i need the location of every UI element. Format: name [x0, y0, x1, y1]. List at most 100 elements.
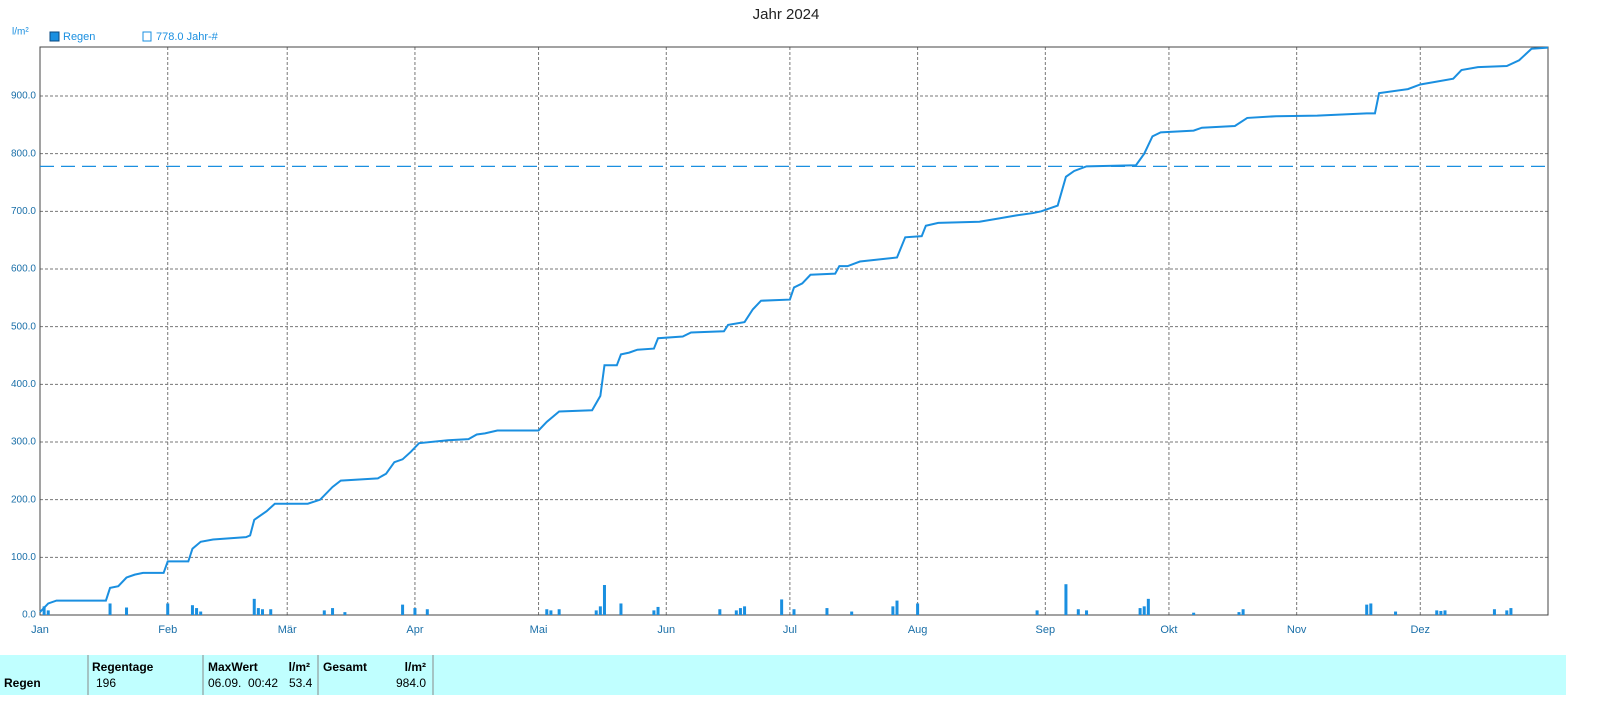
y-tick-label: 100.0	[11, 552, 36, 563]
daily-bar	[1509, 608, 1513, 615]
daily-bar	[1505, 610, 1509, 615]
daily-bar	[1365, 604, 1369, 615]
y-tick-label: 800.0	[11, 148, 36, 159]
daily-bar	[401, 604, 405, 615]
daily-bar	[256, 608, 260, 615]
daily-bar	[322, 610, 326, 615]
daily-bar	[545, 609, 549, 615]
cumulative-line	[39, 46, 1549, 613]
col-header: MaxWert	[208, 660, 258, 674]
daily-bar	[108, 603, 112, 615]
daily-bar	[1146, 598, 1150, 615]
y-tick-label: 600.0	[11, 264, 36, 275]
legend-entry: Regen	[63, 31, 95, 43]
col-unit: l/m²	[405, 660, 426, 674]
daily-bar	[1435, 610, 1439, 615]
daily-bar	[252, 598, 256, 615]
x-tick-label: Apr	[406, 624, 423, 636]
daily-bar	[825, 608, 829, 615]
daily-bar	[619, 603, 623, 615]
daily-bar	[199, 611, 203, 615]
y-tick-label: 0.0	[22, 610, 36, 621]
daily-bar	[916, 603, 920, 615]
x-tick-label: Mär	[278, 624, 297, 636]
x-tick-label: Aug	[908, 624, 928, 636]
daily-bar	[549, 610, 553, 615]
col-unit: l/m²	[289, 660, 310, 674]
legend-swatch	[142, 31, 152, 42]
col-header: Regentage	[92, 660, 154, 674]
x-tick-label: Jun	[657, 624, 675, 636]
daily-bar	[1192, 612, 1196, 615]
cell: 53.4	[289, 676, 313, 690]
daily-bar	[1064, 584, 1068, 615]
x-tick-label: Okt	[1160, 624, 1177, 636]
plot-area	[40, 47, 1548, 615]
daily-bar	[656, 606, 660, 615]
legend-swatch	[49, 31, 60, 42]
daily-bar	[343, 612, 347, 615]
daily-bar	[260, 609, 264, 615]
daily-bar	[1085, 610, 1089, 615]
daily-bar	[331, 608, 335, 615]
cell: 06.09. 00:42	[208, 676, 278, 690]
table: Regen Regentage 196 MaxWert l/m² 06.09. …	[4, 655, 434, 695]
daily-bar	[652, 610, 656, 615]
daily-bar	[269, 609, 273, 615]
cell: 984.0	[396, 676, 426, 690]
y-tick-label: 300.0	[11, 437, 36, 448]
cell: 196	[96, 676, 116, 690]
daily-bar	[598, 606, 602, 615]
x-tick-label: Feb	[158, 624, 177, 636]
daily-bar	[1439, 610, 1443, 615]
y-tick-label: 500.0	[11, 321, 36, 332]
daily-bar	[743, 606, 747, 615]
daily-bar	[895, 600, 899, 615]
x-tick-label: Sep	[1036, 624, 1056, 636]
y-tick-label: 900.0	[11, 91, 36, 102]
daily-bar	[1076, 609, 1080, 615]
daily-bar	[46, 610, 50, 615]
x-tick-label: Mai	[530, 624, 548, 636]
daily-bar	[891, 606, 895, 615]
daily-bar	[1492, 609, 1496, 615]
daily-bar	[413, 608, 417, 615]
y-tick-label: 200.0	[11, 494, 36, 505]
x-tick-label: Nov	[1287, 624, 1307, 636]
legend-entry: 778.0 Jahr-#	[156, 31, 219, 43]
daily-bar	[780, 599, 784, 615]
x-tick-label: Jan	[31, 624, 49, 636]
daily-bar	[738, 608, 742, 615]
y-axis-label: l/m²	[12, 27, 29, 38]
daily-bar	[734, 610, 738, 615]
daily-bar	[602, 585, 606, 615]
col-header: Gesamt	[323, 660, 367, 674]
row-label: Regen	[4, 676, 41, 690]
daily-bar	[1138, 608, 1142, 615]
daily-bar	[594, 610, 598, 615]
daily-bar	[1241, 609, 1245, 615]
daily-bar	[1142, 606, 1146, 615]
daily-bar	[718, 609, 722, 615]
daily-bar	[190, 605, 194, 615]
daily-bar	[1369, 603, 1373, 615]
daily-bar	[557, 609, 561, 615]
daily-bar	[850, 611, 854, 615]
x-tick-label: Jul	[783, 624, 797, 636]
daily-bar	[42, 606, 46, 615]
y-tick-label: 400.0	[11, 379, 36, 390]
daily-bar	[125, 607, 129, 615]
daily-bar	[1237, 612, 1241, 615]
y-tick-label: 700.0	[11, 206, 36, 217]
daily-bar	[195, 608, 199, 615]
daily-bar	[1443, 610, 1447, 615]
daily-bar	[1035, 610, 1039, 615]
daily-bar	[1394, 611, 1398, 615]
daily-bar	[792, 609, 796, 615]
x-tick-label: Dez	[1410, 624, 1430, 636]
table-band	[0, 655, 1566, 695]
chart-title: Jahr 2024	[753, 6, 820, 23]
daily-bar	[425, 609, 429, 615]
